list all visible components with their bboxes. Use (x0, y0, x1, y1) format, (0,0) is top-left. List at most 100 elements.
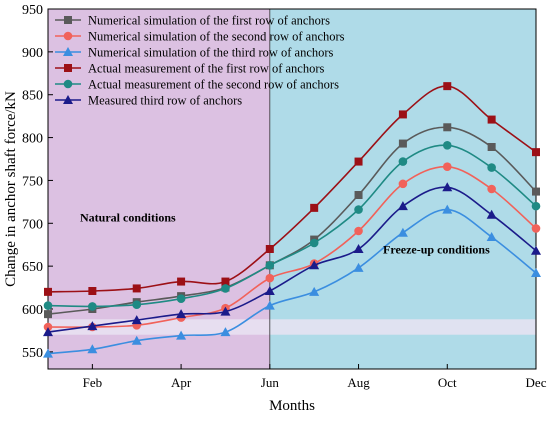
legend-label: Actual measurement of the second row of … (88, 78, 339, 92)
data-point (177, 277, 186, 286)
data-point (220, 327, 231, 337)
data-point (442, 182, 453, 192)
legend-item: Actual measurement of the first row of a… (55, 62, 325, 76)
freeze-up-conditions-label: Freeze-up conditions (383, 242, 490, 256)
data-point (131, 315, 142, 325)
y-tick-label: 750 (22, 174, 43, 189)
data-point (43, 327, 53, 337)
data-point (442, 162, 452, 172)
data-point (487, 184, 496, 194)
data-point (43, 322, 53, 332)
y-tick-label: 650 (22, 260, 43, 275)
data-point (220, 306, 231, 316)
highlight-band (48, 319, 536, 335)
data-point (309, 260, 320, 270)
data-point (531, 201, 541, 211)
data-point (397, 201, 408, 211)
x-tick-label: Dec (526, 375, 547, 390)
legend-label: Measured third row of anchors (88, 94, 242, 108)
data-point (532, 187, 540, 196)
data-point (487, 115, 496, 124)
data-point (443, 82, 452, 91)
data-point (353, 262, 364, 272)
y-tick-label: 850 (22, 89, 43, 104)
data-point (353, 244, 364, 253)
data-point (486, 209, 497, 219)
y-tick-label: 600 (22, 303, 43, 318)
data-point (265, 273, 275, 283)
data-point (44, 310, 52, 319)
data-point (264, 286, 275, 295)
data-point (309, 238, 319, 248)
data-point (442, 204, 453, 214)
y-tick-label: 800 (22, 132, 43, 147)
data-point (443, 123, 452, 132)
legend-item: Numerical simulation of the second row o… (55, 30, 345, 44)
series-6 (43, 182, 541, 337)
data-point (531, 268, 541, 277)
data-point (264, 300, 275, 310)
data-point (531, 245, 541, 255)
y-axis-label: Change in anchor shaft force/kN (3, 91, 19, 287)
data-point (88, 287, 97, 295)
data-point (398, 110, 407, 119)
data-point (176, 294, 186, 304)
legend-label: Numerical simulation of the first row of… (88, 14, 330, 28)
legend-marker (63, 95, 73, 104)
series-line (47, 208, 537, 355)
data-point (487, 163, 496, 172)
data-point (397, 227, 408, 237)
legend-marker (63, 47, 73, 56)
data-point (310, 203, 319, 212)
series-5 (43, 140, 541, 311)
data-point (176, 330, 187, 340)
series-line (47, 186, 537, 333)
data-point (221, 284, 230, 293)
legend-label: Actual measurement of the first row of a… (88, 62, 325, 76)
data-point (354, 226, 363, 236)
x-tick-label: Apr (171, 375, 192, 390)
y-tick-label: 950 (22, 3, 43, 18)
data-point (442, 140, 452, 150)
legend-item: Actual measurement of the second row of … (55, 78, 339, 92)
data-point (176, 309, 187, 319)
data-point (44, 287, 52, 296)
data-point (309, 286, 320, 296)
legend-item: Measured third row of anchors (55, 94, 242, 108)
data-point (354, 157, 363, 166)
legend-marker (63, 79, 73, 89)
data-point (43, 348, 53, 358)
data-point (43, 301, 53, 310)
data-point (221, 277, 230, 286)
data-point (532, 148, 540, 157)
data-point (132, 300, 142, 310)
data-point (87, 321, 98, 331)
data-point (88, 302, 97, 311)
data-point (486, 232, 497, 241)
x-tick-label: Feb (83, 375, 103, 390)
legend-item: Numerical simulation of the third row of… (55, 46, 334, 60)
series-3 (43, 204, 541, 358)
legend-marker (63, 31, 73, 41)
data-point (132, 284, 141, 293)
y-tick-label: 550 (22, 346, 43, 361)
x-axis-label: Months (269, 398, 315, 414)
legend-label: Numerical simulation of the second row o… (88, 30, 345, 44)
data-point (398, 179, 408, 189)
data-point (531, 224, 541, 233)
data-point (398, 139, 407, 148)
y-tick-label: 700 (22, 217, 43, 232)
data-point (354, 191, 363, 199)
data-point (265, 245, 274, 253)
x-tick-label: Oct (438, 375, 457, 390)
legend-label: Numerical simulation of the third row of… (88, 46, 334, 60)
data-point (487, 143, 496, 151)
legend-marker (64, 16, 72, 24)
x-tick-label: Aug (347, 375, 370, 390)
legend-item: Numerical simulation of the first row of… (55, 14, 330, 28)
data-point (131, 335, 142, 345)
x-tick-label: Jun (261, 375, 280, 390)
natural-conditions-label: Natural conditions (80, 211, 176, 225)
